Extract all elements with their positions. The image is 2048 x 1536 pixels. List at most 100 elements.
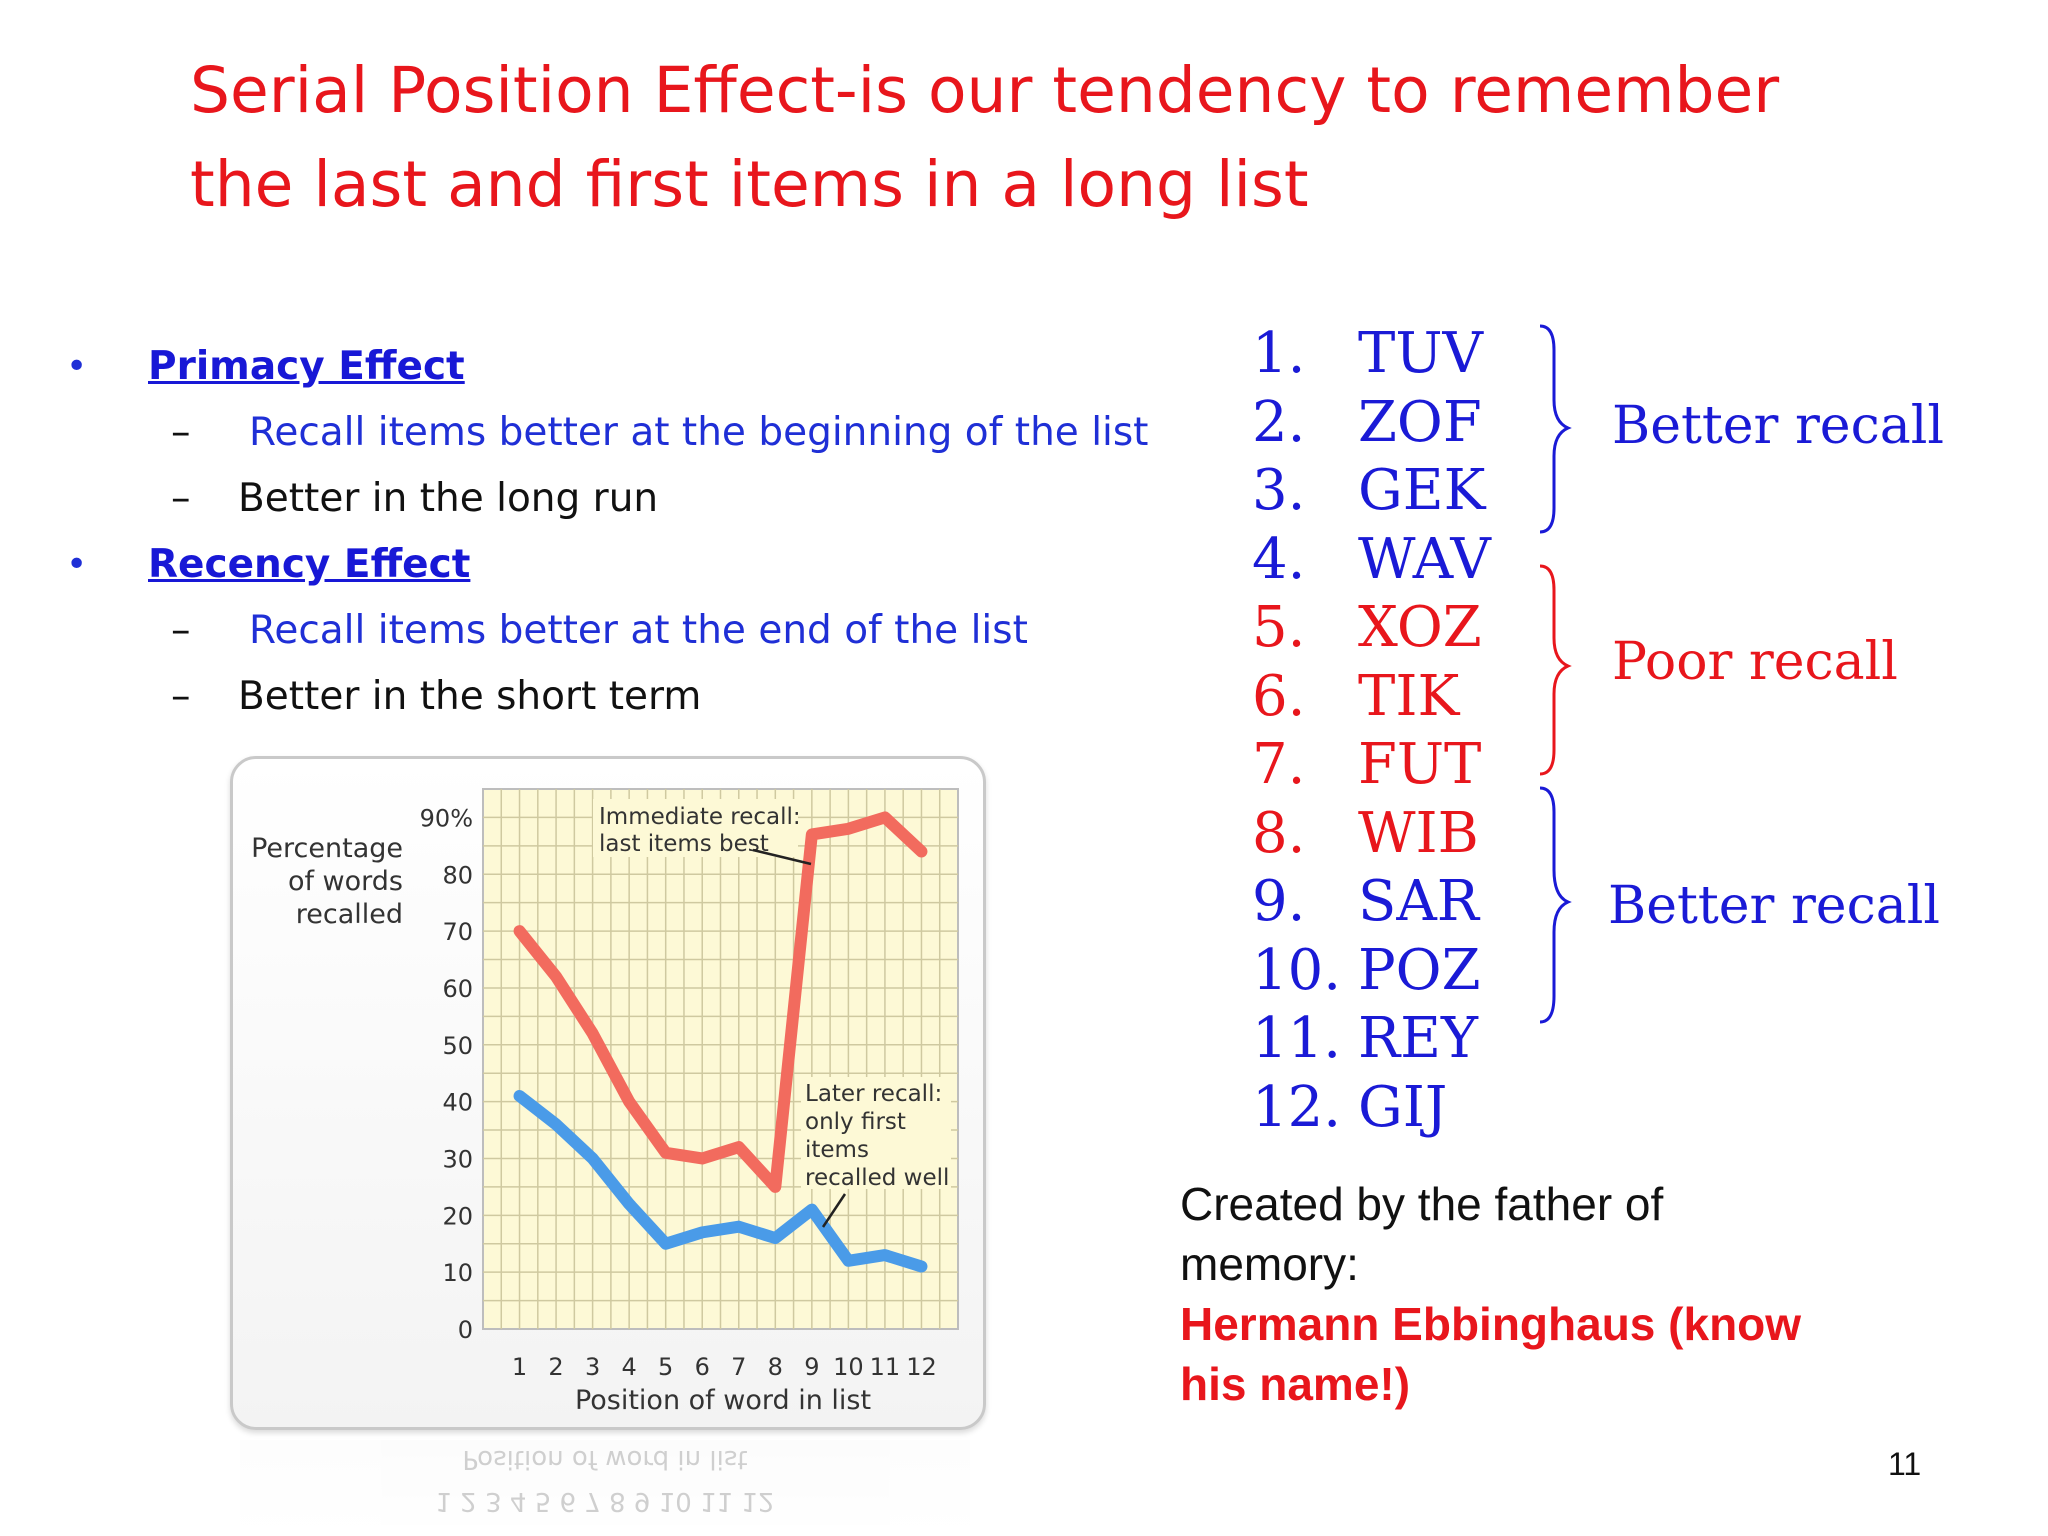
later-recall-annotation: recalled well (805, 1165, 949, 1191)
brace-group (1539, 324, 1572, 1024)
y-axis-label: of words (288, 866, 403, 897)
later-recall-line (513, 1089, 928, 1273)
annotation-bg (593, 799, 798, 857)
brace-2 (1539, 564, 1572, 776)
word-text: GEK (1358, 458, 1486, 523)
y-axis-label: Percentage (251, 833, 403, 864)
word-number: 2. (1252, 389, 1306, 455)
y-tick-label: 70 (442, 918, 473, 946)
y-tick-label: 80 (442, 861, 473, 889)
credit-name-line-1: Hermann Ebbinghaus (know (1180, 1298, 1802, 1350)
word-number: 10. (1252, 937, 1342, 1003)
x-tick-label: 6 (695, 1353, 710, 1381)
y-tick-label: 10 (442, 1259, 473, 1287)
x-tick-label: 12 (906, 1353, 937, 1381)
bullet-recency: • Recency Effect (66, 532, 1166, 598)
x-tick-label: 5 (658, 1353, 673, 1381)
word-number: 12. (1252, 1074, 1342, 1140)
later-recall-annotation: items (805, 1137, 869, 1163)
y-tick-label: 90% (420, 804, 473, 832)
x-tick-label: 10 (833, 1353, 864, 1381)
word-text: FUT (1358, 732, 1482, 797)
annotation-bg (801, 1077, 951, 1189)
word-number: 8. (1252, 800, 1306, 866)
word-number: 1. (1252, 321, 1306, 386)
credit-block: Created by the father of memory: Hermann… (1180, 1174, 1940, 1414)
sub-bullet-text: Recall items better at the beginning of … (249, 410, 1149, 455)
page-number: 11 (1888, 1446, 1922, 1482)
dash: – (171, 410, 191, 455)
word-text: WAV (1358, 526, 1491, 592)
x-axis-label: Position of word in list (575, 1385, 871, 1416)
word-text: WIB (1358, 800, 1479, 866)
x-tick-label: 1 (512, 1353, 527, 1381)
sub-bullet-text: Better in the long run (238, 476, 659, 521)
y-tick-label: 50 (442, 1032, 473, 1060)
word-text: POZ (1358, 937, 1481, 1003)
reflection-xlabel: Position of word in list (462, 1444, 748, 1474)
y-tick-label: 40 (442, 1089, 473, 1117)
recall-label-poor: Poor recall (1612, 632, 1898, 692)
x-tick-label: 8 (768, 1353, 783, 1381)
serial-position-chart: 0 10 20 30 40 50 60 70 80 90% 1 2 3 4 5 6 7 8 9 10 11 12 Perce… (230, 756, 986, 1430)
sub-bullet: – Better in the short term (66, 664, 1166, 730)
y-axis-label: recalled (296, 899, 403, 930)
word-text: REY (1358, 1006, 1479, 1071)
word-text: TUV (1358, 321, 1483, 386)
brace-1 (1539, 324, 1572, 534)
word-number: 7. (1252, 732, 1306, 797)
bullet-dot: • (66, 346, 88, 387)
credit-name-line-2: his name!) (1180, 1358, 1411, 1410)
word-number: 11. (1252, 1006, 1342, 1071)
immediate-recall-annotation: Immediate recall: (599, 804, 801, 830)
word-text: SAR (1358, 869, 1479, 934)
x-tick-label: 7 (731, 1353, 746, 1381)
chart-reflection: Position of word in list 1 2 3 4 5 6 7 8… (240, 1440, 970, 1536)
word-text: XOZ (1358, 595, 1482, 660)
sub-bullet: – Better in the long run (66, 466, 1166, 532)
word-text: TIK (1358, 663, 1460, 729)
credit-line-1: Created by the father of (1180, 1178, 1664, 1230)
recall-label-better-bottom: Better recall (1608, 876, 1940, 936)
word-number: 3. (1252, 458, 1306, 523)
brace-3 (1539, 786, 1572, 1024)
reflection-ticks: 1 2 3 4 5 6 7 8 9 10 11 12 (435, 1486, 775, 1516)
word-number: 5. (1252, 595, 1306, 660)
dash: – (171, 608, 191, 653)
bullet-dot: • (66, 544, 88, 585)
x-tick-label: 3 (585, 1353, 600, 1381)
bullet-list: • Primacy Effect – Recall items better a… (66, 334, 1166, 730)
sub-bullet-text: Recall items better at the end of the li… (249, 608, 1028, 653)
y-tick-label: 20 (442, 1202, 473, 1230)
x-tick-label: 11 (870, 1353, 901, 1381)
dash: – (171, 674, 191, 719)
slide-title: Serial Position Effect-is our tendency t… (190, 44, 1970, 232)
recency-effect-link[interactable]: Recency Effect (148, 542, 471, 587)
bullet-primacy: • Primacy Effect (66, 334, 1166, 400)
sub-bullet: – Recall items better at the beginning o… (66, 400, 1166, 466)
y-tick-label: 60 (442, 975, 473, 1003)
primacy-effect-link[interactable]: Primacy Effect (148, 344, 465, 389)
dash: – (171, 476, 191, 521)
y-tick-label: 30 (442, 1145, 473, 1173)
later-recall-annotation: only first (805, 1109, 906, 1135)
sub-bullet-text: Better in the short term (238, 674, 702, 719)
immediate-recall-line (513, 811, 928, 1193)
title-line-1: Serial Position Effect-is our tendency t… (190, 54, 1780, 127)
word-text: ZOF (1358, 389, 1482, 455)
x-tick-label: 9 (804, 1353, 819, 1381)
annotation-pointer (752, 848, 812, 866)
x-tick-label: 4 (622, 1353, 637, 1381)
x-tick-label: 2 (548, 1353, 563, 1381)
word-number: 9. (1252, 869, 1306, 934)
credit-line-2: memory: (1180, 1238, 1359, 1290)
immediate-recall-annotation: last items best (599, 831, 769, 857)
title-line-2: the last and first items in a long list (190, 148, 1309, 221)
y-tick-label: 0 (458, 1316, 473, 1344)
sub-bullet: – Recall items better at the end of the … (66, 598, 1166, 664)
word-number: 6. (1252, 663, 1306, 729)
recall-label-better-top: Better recall (1612, 396, 1944, 456)
word-number: 4. (1252, 526, 1306, 592)
word-text: GIJ (1358, 1074, 1448, 1140)
